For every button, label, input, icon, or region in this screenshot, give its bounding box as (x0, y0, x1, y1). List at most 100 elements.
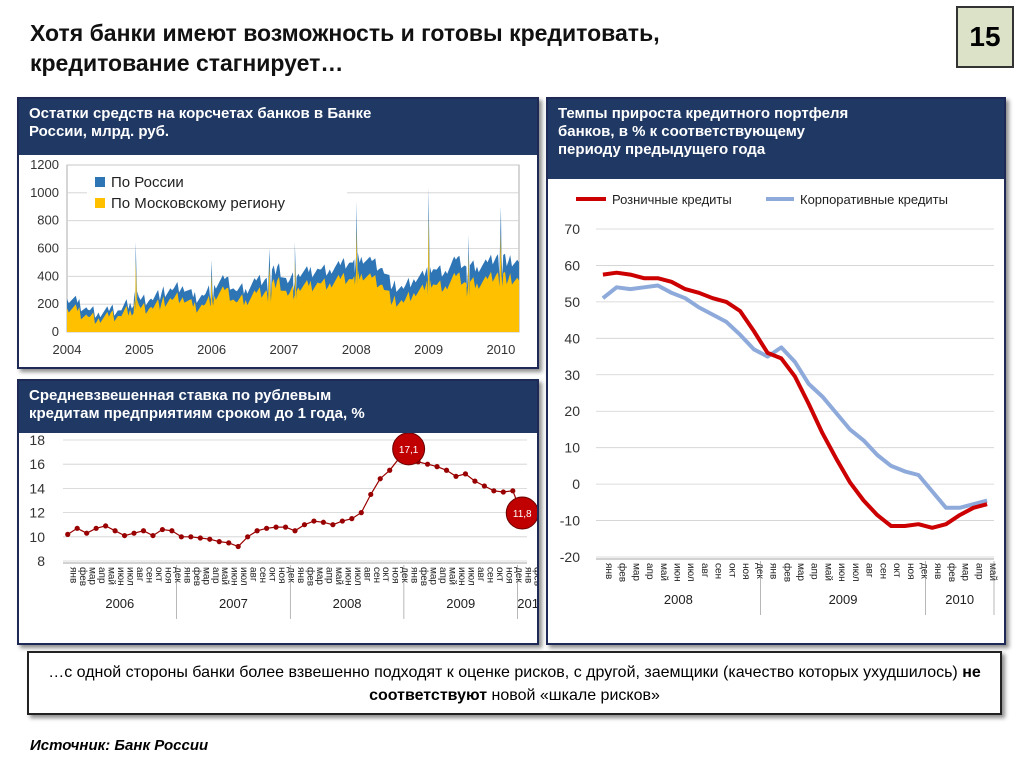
page-title: Хотя банки имеют возможность и готовы кр… (30, 20, 660, 76)
series-area-moscow (67, 216, 519, 332)
x-tick-label: 2010 (486, 342, 515, 357)
x-tick-label: ноя (905, 563, 916, 580)
x-tick-label: июл (465, 567, 476, 586)
data-point (481, 483, 487, 489)
data-point (462, 471, 469, 477)
x-tick-label: ноя (276, 567, 287, 584)
x-tick-label: мар (428, 567, 439, 585)
panel-loan-rate: Средневзвешенная ставка по рублевым кред… (17, 379, 539, 645)
conclusion-text: …с одной стороны банки более взвешенно п… (48, 664, 963, 681)
y-tick-label: 800 (37, 213, 59, 228)
legend-swatch (95, 177, 105, 187)
data-point (178, 534, 184, 540)
x-tick-label: сен (484, 567, 495, 583)
conclusion-bold: не соответствуют (369, 664, 981, 704)
x-tick-label: мар (960, 563, 971, 581)
x-tick-label: фев (532, 567, 537, 586)
data-point (131, 530, 137, 536)
x-tick-label: фев (77, 567, 89, 586)
year-label: 2006 (105, 596, 134, 611)
y-tick-label: 40 (564, 330, 580, 346)
x-tick-label: ноя (740, 563, 751, 580)
callout-circle (392, 433, 426, 466)
year-label: 2008 (664, 592, 693, 607)
x-tick-label: авг (134, 567, 145, 582)
x-tick-label: май (333, 567, 344, 585)
x-tick-label: июл (352, 567, 363, 586)
data-point (292, 528, 298, 534)
x-tick-label: 2008 (342, 342, 371, 357)
data-point (169, 528, 175, 534)
data-point (140, 528, 147, 534)
data-point (74, 525, 80, 531)
x-tick-label: окт (891, 563, 902, 578)
chart-correspondent-accounts: 0 200 400 600 800 1000 1200 2004 2005 2006 2007 200… (30, 157, 520, 357)
x-tick-label: янв (68, 567, 79, 583)
data-point (510, 488, 516, 494)
year-label: 2010 (945, 592, 974, 607)
data-point (387, 467, 393, 473)
conclusion-box: …с одной стороны банки более взвешенно п… (27, 651, 1002, 715)
y-tick-label: 10 (29, 529, 45, 545)
data-point (263, 525, 270, 531)
x-tick-label: мар (314, 567, 325, 585)
x-tick-label: янв (768, 563, 779, 579)
x-tick-label: мар (795, 563, 806, 581)
y-tick-label: -10 (560, 513, 580, 529)
data-point (434, 464, 440, 470)
data-point (424, 461, 431, 467)
x-tick-label: апр (809, 563, 820, 580)
x-tick-label: сен (877, 563, 888, 579)
panel-correspondent-accounts: Остатки средств на корсчетах банков в Ба… (17, 97, 539, 369)
chart-loan-rate: 81012141618янвфевмарапрмайиюниюлавгсенок… (29, 433, 537, 619)
y-tick-label: 10 (564, 440, 580, 456)
x-tick-label: ноя (503, 567, 514, 584)
data-point (226, 540, 232, 546)
x-tick-label: дек (399, 567, 410, 583)
x-tick-label: мар (630, 563, 641, 581)
legend-label: По России (111, 174, 184, 191)
x-tick-label: апр (973, 563, 984, 580)
legend: Розничные кредиты Корпоративные кредиты (576, 192, 948, 207)
data-point (235, 543, 241, 550)
x-tick-label: 2004 (53, 342, 82, 357)
x-tick-label: июл (238, 567, 249, 586)
series-line (601, 283, 988, 510)
x-tick-label: апр (96, 567, 107, 584)
x-tick-label: 2006 (197, 342, 226, 357)
x-tick-label: май (447, 567, 458, 585)
y-tick-label: 20 (564, 403, 580, 419)
x-tick-label: авг (864, 563, 875, 578)
y-tick-label: 1000 (30, 185, 59, 200)
x-tick-label: апр (437, 567, 448, 584)
y-tick-label: 400 (37, 268, 59, 283)
x-tick-label: июн (671, 563, 682, 582)
x-tick-label: фев (617, 563, 629, 582)
series-area-russia (67, 187, 519, 332)
data-point (93, 525, 99, 531)
x-tick-label: июн (456, 567, 467, 586)
y-tick-label: 18 (29, 433, 45, 448)
y-tick-label: 70 (564, 221, 580, 237)
data-point (121, 532, 128, 539)
y-tick-label: 200 (37, 296, 59, 311)
x-tick-label: апр (210, 567, 221, 584)
x-tick-label: янв (295, 567, 306, 583)
x-tick-label: авг (361, 567, 372, 582)
data-point (84, 530, 90, 536)
x-tick-label: 2009 (414, 342, 443, 357)
data-point (245, 534, 251, 540)
data-point (65, 531, 71, 537)
x-tick-label: ноя (390, 567, 401, 584)
slide-number: 15 (956, 6, 1014, 68)
x-tick-label: янв (932, 563, 943, 579)
panel-header: Темпы прироста кредитного портфеля банко… (548, 99, 1004, 179)
data-point (282, 524, 289, 530)
data-point (207, 536, 213, 542)
data-point (159, 526, 166, 533)
data-point (491, 488, 497, 494)
x-tick-label: июн (229, 567, 240, 586)
x-tick-label: мар (200, 567, 211, 585)
callout-circle (505, 496, 537, 530)
panel-header: Остатки средств на корсчетах банков в Ба… (19, 99, 537, 155)
